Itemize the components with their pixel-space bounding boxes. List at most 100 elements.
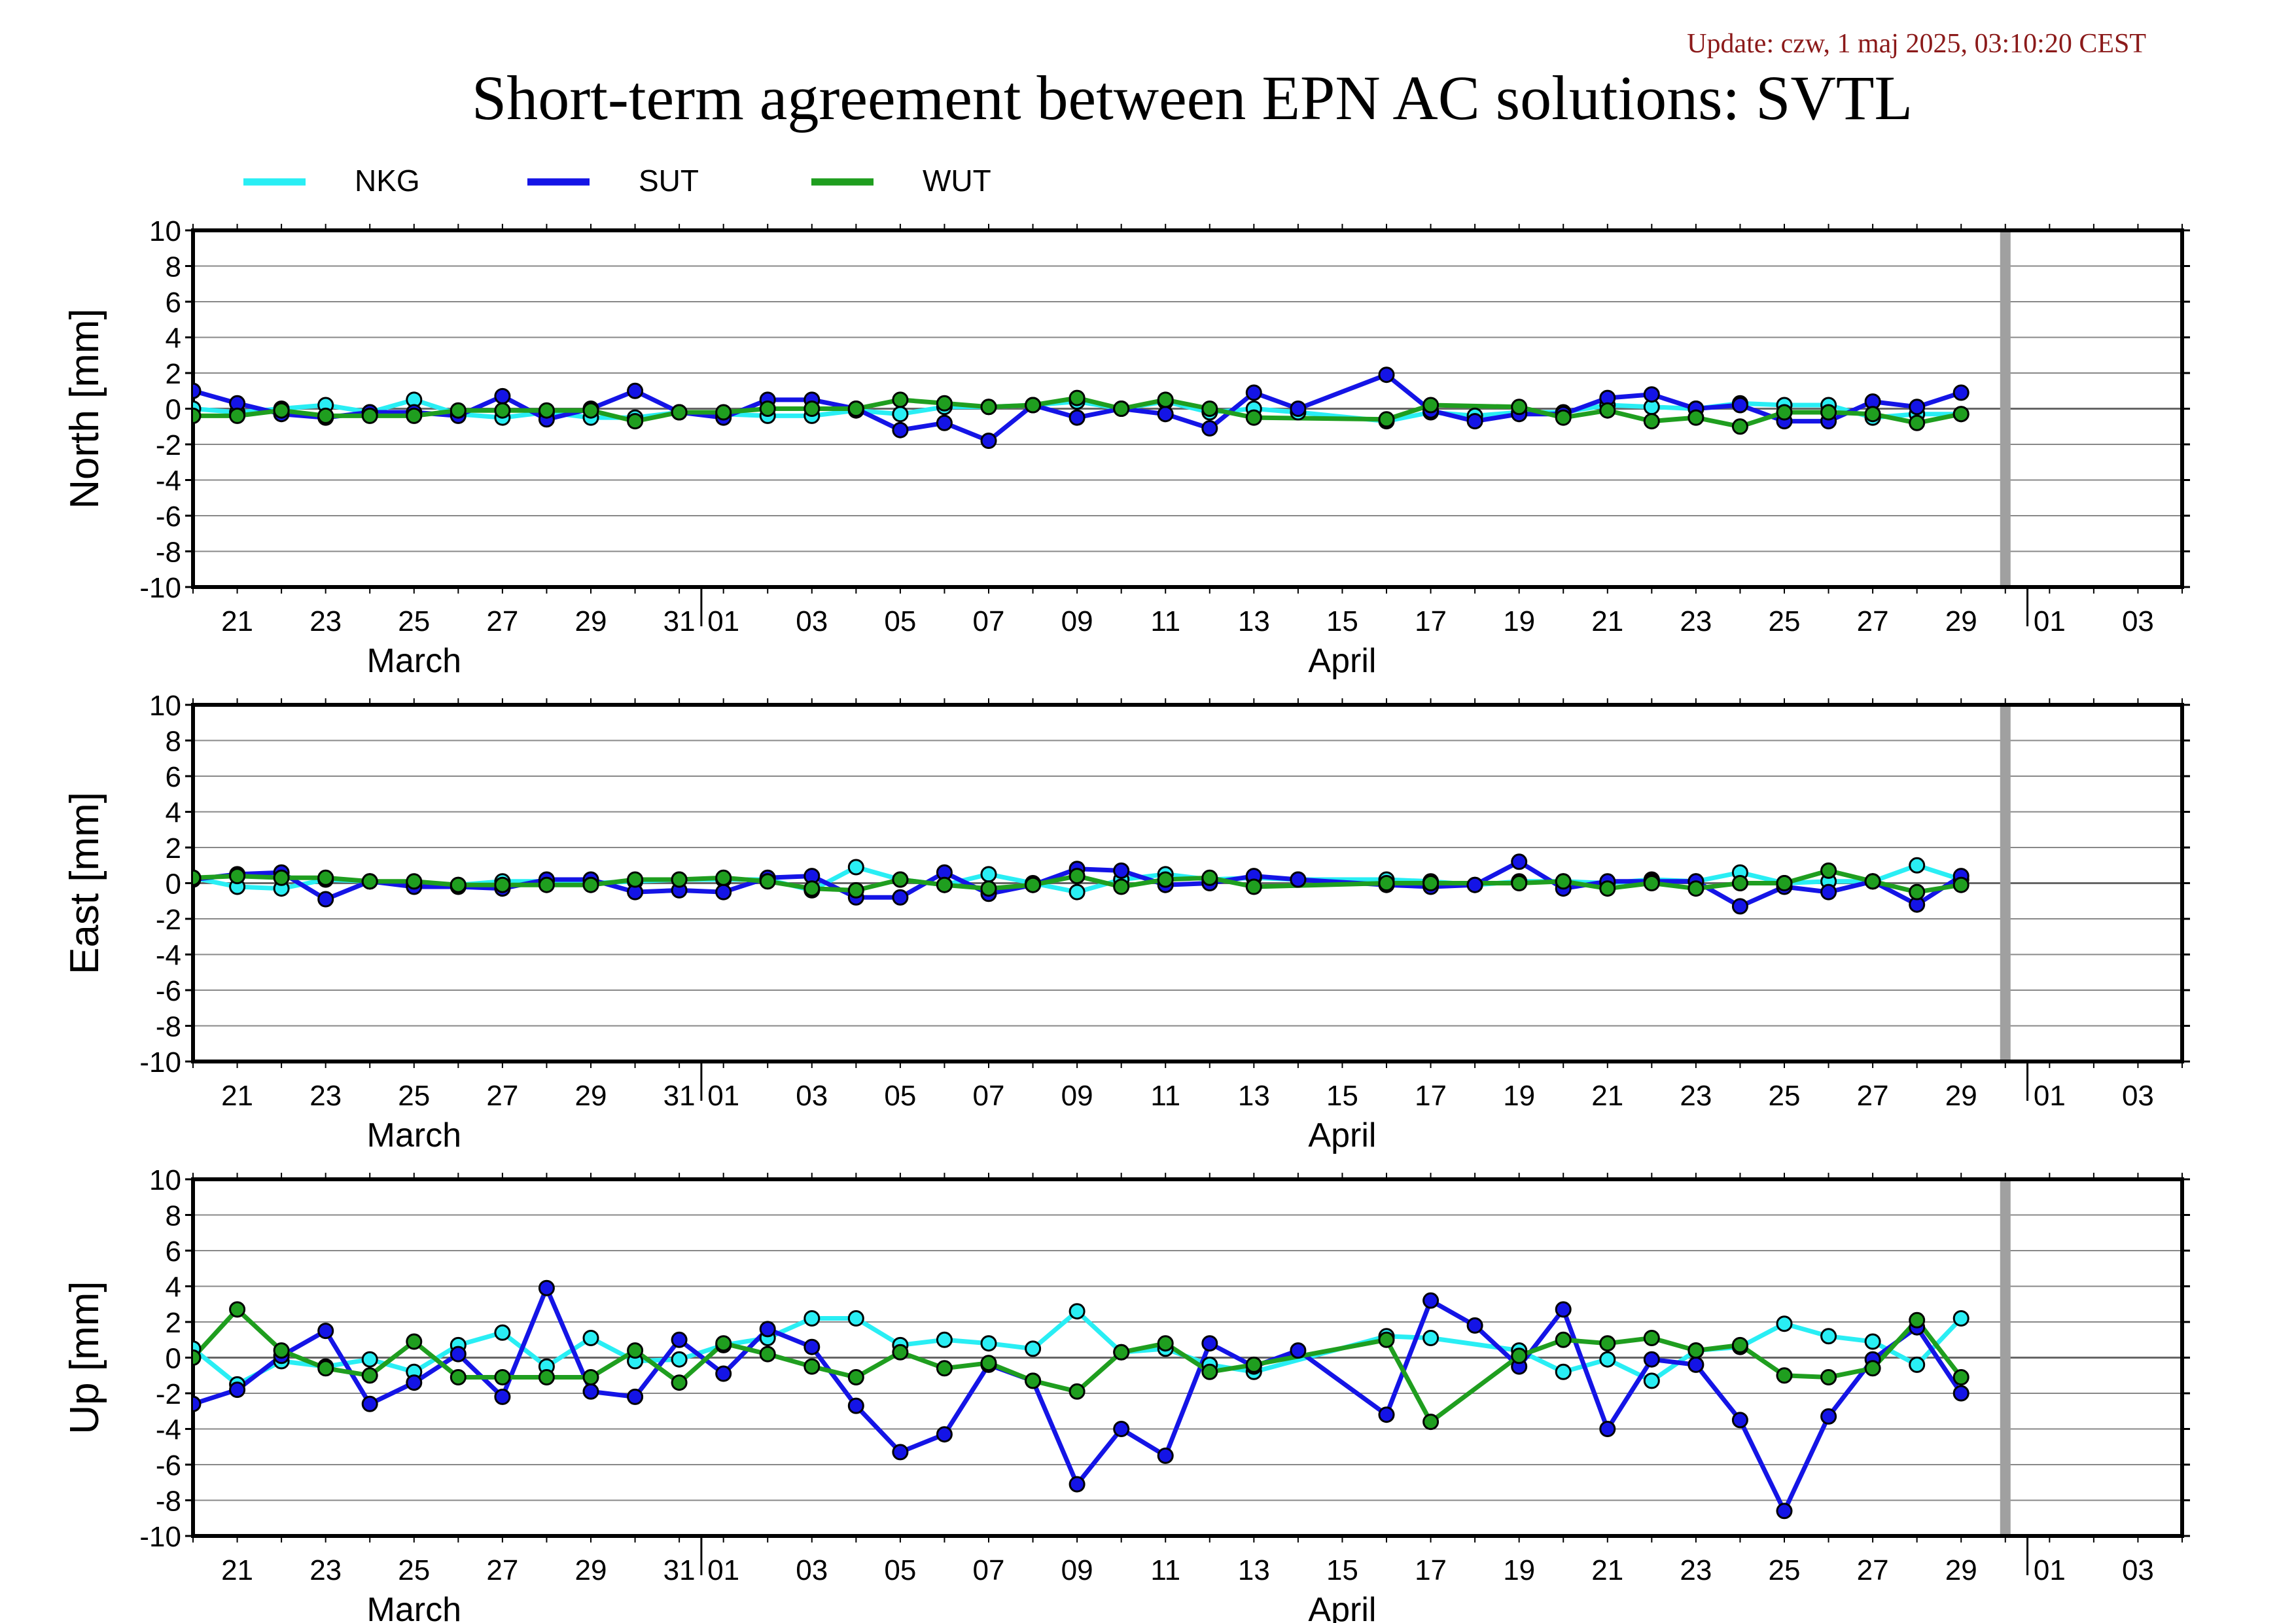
data-point-wut [715, 869, 732, 886]
data-point-sut [317, 891, 334, 908]
data-point-sut [847, 1397, 864, 1414]
y-tick-label: 4 [166, 1272, 181, 1304]
data-point-sut [1422, 1292, 1439, 1309]
data-point-sut [980, 433, 997, 449]
x-tick-label: 21 [221, 1080, 253, 1112]
data-point-sut [1643, 386, 1660, 403]
x-tick-label: 25 [398, 1080, 430, 1112]
x-tick-label: 03 [2122, 1554, 2154, 1586]
data-point-sut [892, 421, 909, 438]
data-point-wut [1245, 1356, 1262, 1373]
data-point-wut [273, 402, 290, 419]
data-point-wut [847, 1369, 864, 1385]
x-tick-label: 31 [663, 605, 696, 637]
data-point-nkg [361, 1351, 378, 1368]
x-tick-label: 29 [1945, 605, 1977, 637]
x-tick-label: 21 [221, 605, 253, 637]
data-point-wut [1422, 397, 1439, 414]
data-point-wut [450, 1369, 467, 1385]
data-point-wut [892, 391, 909, 408]
data-point-wut [193, 407, 202, 424]
data-point-sut [494, 387, 511, 404]
data-point-sut [1952, 1385, 1969, 1402]
x-tick-label: 01 [2034, 1554, 2066, 1586]
x-tick-label: 23 [1680, 1080, 1712, 1112]
data-point-wut [1245, 409, 1262, 426]
data-point-nkg [892, 406, 909, 423]
y-axis-label: Up [mm] [62, 1281, 107, 1434]
data-point-nkg [1909, 857, 1926, 874]
x-tick-label: 17 [1415, 605, 1447, 637]
data-point-wut [450, 876, 467, 893]
data-point-wut [759, 1346, 776, 1363]
data-point-sut [1378, 1406, 1395, 1423]
x-tick-label: 11 [1150, 1554, 1180, 1586]
panel-north: 10 8 6 42 0-2 -4 -6 -8-10 21 23 25 27 29 31 01 03 05 07 09… [62, 215, 2190, 680]
series-line-sut [193, 372, 1962, 443]
x-tick-label: 23 [1680, 1554, 1712, 1586]
data-point-sut [759, 1321, 776, 1338]
data-point-wut [273, 1342, 290, 1359]
data-point-wut [406, 407, 423, 424]
data-point-wut [1864, 873, 1881, 890]
month-label: March [367, 642, 461, 680]
data-point-wut [1776, 1367, 1793, 1384]
data-point-wut [1952, 876, 1969, 893]
panel-east: 10 86 420-2 -4-6 -8-10 21 23 25 27 29 31 01 03 05 07 09… [62, 690, 2190, 1154]
data-point-wut [1909, 1311, 1926, 1329]
data-point-wut [1599, 880, 1616, 897]
data-point-wut [538, 1369, 555, 1385]
data-point-sut [671, 1331, 688, 1348]
x-tick-label: 29 [575, 1554, 607, 1586]
data-point-sut [1731, 898, 1748, 915]
month-label: April [1308, 642, 1376, 680]
data-point-wut [627, 1342, 644, 1359]
data-point-wut [1687, 1342, 1704, 1359]
y-tick-label: 0 [166, 1343, 181, 1375]
y-tick-label: 8 [166, 251, 181, 283]
current-day-marker [2000, 230, 2011, 587]
y-tick-label: 0 [166, 394, 181, 426]
data-point-wut [627, 871, 644, 888]
x-tick-label: 11 [1150, 605, 1180, 637]
data-point-sut [1511, 853, 1528, 870]
data-point-sut [1466, 876, 1483, 893]
data-point-nkg [980, 866, 997, 883]
data-point-nkg [671, 1351, 688, 1368]
x-tick-label: 19 [1503, 1080, 1535, 1112]
data-point-wut [671, 1374, 688, 1391]
x-tick-label: 25 [398, 1554, 430, 1586]
legend: NKG SUT WUT [243, 164, 991, 198]
data-point-nkg [936, 1331, 953, 1348]
data-point-nkg [847, 859, 864, 876]
data-point-wut [1157, 1335, 1174, 1352]
y-tick-label: -4 [156, 940, 181, 972]
data-point-nkg [1643, 1372, 1660, 1389]
data-point-sut [1687, 1356, 1704, 1373]
data-point-wut [671, 404, 688, 421]
data-point-wut [1909, 414, 1926, 431]
data-point-sut [1290, 401, 1307, 417]
data-point-wut [494, 402, 511, 419]
y-axis-label: East [mm] [62, 792, 107, 974]
y-tick-label: -2 [156, 1378, 181, 1410]
y-tick-label: 6 [166, 761, 181, 793]
data-point-sut [1290, 1342, 1307, 1359]
x-tick-label: 29 [575, 1080, 607, 1112]
data-point-nkg [1909, 1356, 1926, 1373]
series-layer [193, 366, 1969, 449]
data-point-wut [1422, 875, 1439, 891]
data-point-wut [1731, 1336, 1748, 1353]
current-day-marker [2000, 705, 2011, 1061]
data-point-nkg [804, 1310, 821, 1327]
data-point-sut [936, 1426, 953, 1443]
x-tick-label: 17 [1415, 1080, 1447, 1112]
data-point-wut [892, 1344, 909, 1361]
data-point-nkg [1820, 1328, 1837, 1345]
x-tick-label: 25 [1769, 1554, 1801, 1586]
data-point-wut [317, 407, 334, 424]
data-point-sut [892, 889, 909, 906]
data-point-wut [1599, 1335, 1616, 1352]
y-tick-label: 2 [166, 1307, 181, 1339]
